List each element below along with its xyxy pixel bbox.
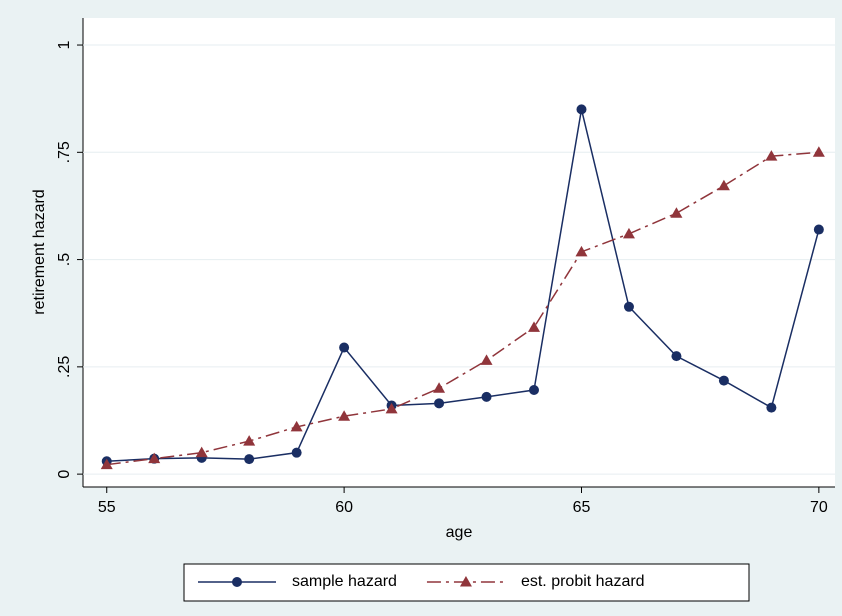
y-tick-label: .5 (56, 253, 73, 266)
marker (765, 150, 778, 161)
marker (576, 104, 587, 115)
marker (622, 227, 635, 239)
marker (575, 245, 588, 257)
x-axis-label: age (446, 524, 473, 541)
legend-label: est. probit hazard (521, 573, 645, 590)
marker (812, 146, 825, 157)
marker (670, 207, 683, 218)
marker (671, 351, 682, 362)
x-tick-label: 55 (98, 499, 116, 516)
marker (100, 458, 113, 470)
y-tick-label: 1 (56, 40, 73, 49)
y-tick-label: .25 (56, 356, 73, 378)
marker (623, 301, 634, 312)
marker (243, 435, 256, 446)
marker (813, 224, 824, 235)
marker (717, 179, 730, 191)
marker (718, 375, 729, 386)
marker (148, 452, 161, 464)
legend-marker (459, 576, 472, 587)
legend-label: sample hazard (292, 573, 397, 590)
legend-marker (232, 577, 242, 587)
y-tick-label: 0 (56, 470, 73, 479)
series-line (106, 151, 819, 466)
marker (433, 382, 446, 393)
x-tick-label: 60 (335, 499, 353, 516)
marker (338, 410, 351, 421)
marker (480, 354, 493, 365)
marker (290, 420, 303, 432)
marker (195, 446, 208, 458)
marker (481, 391, 492, 402)
y-tick-label: .75 (56, 141, 73, 163)
x-tick-label: 70 (810, 499, 828, 516)
marker (529, 385, 540, 396)
marker (339, 342, 350, 353)
marker (766, 402, 777, 413)
marker (244, 454, 255, 465)
y-axis-label: retirement hazard (31, 189, 48, 314)
plot-area (83, 18, 835, 487)
marker (528, 321, 541, 332)
marker (291, 447, 302, 458)
marker (385, 402, 398, 414)
x-tick-label: 65 (573, 499, 591, 516)
marker (434, 398, 445, 409)
series-line (106, 109, 820, 463)
